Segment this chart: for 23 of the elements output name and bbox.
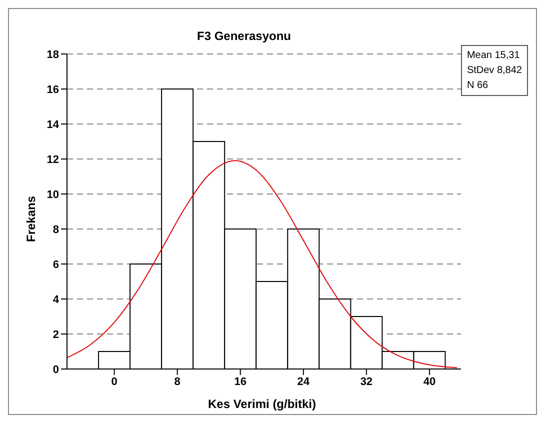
- text: Mean 15,31: [466, 49, 521, 63]
- x-tick-label: 32: [360, 376, 373, 388]
- y-tick-label: 8: [52, 224, 59, 236]
- y-tick-label: 6: [52, 258, 59, 271]
- text: StDev 8,842: [466, 64, 522, 78]
- y-tick-label: 10: [46, 188, 59, 201]
- y-tick-label: 2: [52, 328, 59, 341]
- y-tick-label: 12: [46, 154, 59, 166]
- line-series: [67, 160, 458, 368]
- y-tick-label: 0: [52, 364, 59, 376]
- x-tick-label: 40: [423, 376, 436, 388]
- y-tick-label: 16: [46, 84, 59, 96]
- x-tick-label: 24: [297, 376, 310, 388]
- y-tick-label: 4: [52, 294, 60, 306]
- x-axis-title: Kes Verimi (g/bitki): [206, 397, 318, 411]
- text: N 66: [466, 79, 490, 93]
- y-axis-title: Frekans: [24, 196, 38, 242]
- chart-title: F3 Generasyonu: [196, 29, 292, 43]
- x-tick-label: 0: [111, 376, 118, 388]
- x-tick-label: 8: [174, 376, 180, 388]
- x-tick-label: 16: [234, 376, 246, 388]
- y-tick-label: 18: [46, 48, 59, 61]
- y-tick-label: 14: [46, 118, 60, 131]
